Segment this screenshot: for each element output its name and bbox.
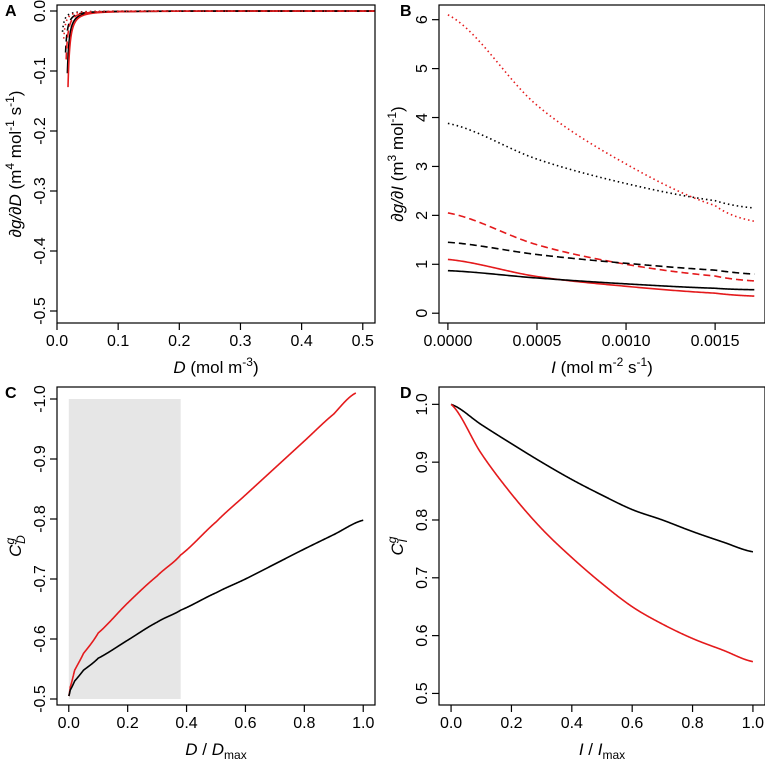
x-tick-label: 0.6 bbox=[234, 715, 256, 732]
series-A-solid-red bbox=[67, 10, 375, 88]
x-tick-label: 0.4 bbox=[175, 715, 197, 732]
plot-frame-A bbox=[56, 4, 376, 324]
x-tick-label: 0.0015 bbox=[691, 333, 740, 350]
y-tick-label: 6 bbox=[414, 15, 431, 24]
y-tick-label: 4 bbox=[414, 113, 431, 122]
y-tick-label: 0.7 bbox=[414, 567, 431, 589]
panel-A: A 0.0 0.1 0.2 0.3 0.4 0.5 0.0 -0.1 -0.2 -0.3 -0.4 -0… bbox=[3, 0, 376, 377]
x-tick-label: 1.0 bbox=[352, 715, 374, 732]
x-tick-label: 0.0005 bbox=[513, 333, 562, 350]
x-tick-label: 0.0010 bbox=[602, 333, 651, 350]
x-axis-label: D (mol m-3) bbox=[173, 355, 258, 377]
panel-label-D: D bbox=[400, 385, 412, 402]
panel-label-A: A bbox=[5, 3, 17, 20]
y-tick-label: -0.7 bbox=[32, 565, 49, 593]
y-tick-label: 0.6 bbox=[414, 624, 431, 646]
y-tick-label: -0.9 bbox=[32, 445, 49, 473]
series-B-dashed-black bbox=[447, 241, 755, 275]
x-axis-label: I (mol m-2 s-1) bbox=[551, 355, 653, 377]
y-tick-label: 0.9 bbox=[414, 451, 431, 473]
series-B-solid-black bbox=[447, 269, 755, 291]
y-tick-label: -0.8 bbox=[32, 505, 49, 533]
series-A-dashed-black bbox=[64, 10, 375, 53]
y-tick-label: 1 bbox=[414, 260, 431, 269]
y-tick-label: 0 bbox=[414, 309, 431, 318]
series-B-dotted-black bbox=[447, 122, 755, 209]
plot-frame-C bbox=[56, 386, 376, 706]
series-D-red bbox=[450, 403, 754, 663]
y-tick-label: -0.5 bbox=[32, 685, 49, 713]
x-tick-label: 0.0 bbox=[58, 715, 80, 732]
x-tick-label: 0.8 bbox=[681, 715, 703, 732]
y-tick-label: 5 bbox=[414, 64, 431, 73]
panel-C: C 0.0 0.2 0.4 0.6 0.8 1.0 -0.5 -0.6 -0.7 -0.8 -0.9 -… bbox=[3, 385, 376, 762]
y-tick-label: -0.1 bbox=[32, 57, 49, 85]
series-B-dashed-red bbox=[447, 212, 755, 282]
x-tick-label: 0.2 bbox=[500, 715, 522, 732]
x-tick-label: 0.4 bbox=[561, 715, 583, 732]
y-tick-label: 0.8 bbox=[414, 509, 431, 531]
y-tick-label: 3 bbox=[414, 162, 431, 171]
series-B-dotted-red bbox=[447, 14, 755, 223]
y-axis-label: CgI bbox=[385, 536, 410, 555]
x-axis-label: D / Dmax bbox=[185, 740, 246, 762]
panel-label-C: C bbox=[5, 385, 17, 402]
series-A-dotted-black bbox=[61, 10, 375, 33]
y-tick-label: 2 bbox=[414, 211, 431, 220]
y-tick-label: -0.3 bbox=[32, 177, 49, 205]
x-tick-label: 0.2 bbox=[168, 333, 190, 350]
x-tick-label: 1.0 bbox=[742, 715, 764, 732]
series-A-dashed-red bbox=[65, 10, 375, 60]
x-tick-label: 0.6 bbox=[621, 715, 643, 732]
panel-D: D 0.0 0.2 0.4 0.6 0.8 1.0 0.5 0.6 0.7 0.8 0.9 1.0 I /… bbox=[385, 385, 765, 762]
series-B-solid-red bbox=[447, 258, 755, 297]
y-tick-label: -0.4 bbox=[32, 237, 49, 265]
y-axis-label: ∂g/∂D (m4 mol-1 s-1) bbox=[3, 91, 25, 238]
x-tick-label: 0.0 bbox=[440, 715, 462, 732]
x-tick-label: 0.3 bbox=[229, 333, 251, 350]
panel-label-B: B bbox=[400, 3, 412, 20]
y-tick-label: 0.0 bbox=[32, 0, 49, 22]
y-tick-label: 0.5 bbox=[414, 682, 431, 704]
y-axis-label: ∂g/∂I (m3 mol-1) bbox=[385, 106, 407, 221]
y-tick-label: -0.2 bbox=[32, 117, 49, 145]
shaded-region bbox=[68, 399, 181, 699]
plot-frame-D bbox=[438, 386, 765, 706]
panel-B: B 0.0000 0.0005 0.0010 0.0015 0 1 2 3 4 5 6 I (mol m… bbox=[385, 3, 765, 377]
series-C-red bbox=[68, 392, 357, 697]
plot-frame-B bbox=[438, 4, 765, 324]
x-tick-label: 0.8 bbox=[293, 715, 315, 732]
x-tick-label: 0.0000 bbox=[423, 333, 472, 350]
x-tick-label: 0.1 bbox=[107, 333, 129, 350]
x-axis-label: I / Imax bbox=[579, 740, 625, 762]
y-tick-label: -0.5 bbox=[32, 297, 49, 325]
x-tick-label: 0.5 bbox=[352, 333, 374, 350]
series-A-solid-black bbox=[66, 10, 375, 74]
y-tick-label: -0.6 bbox=[32, 625, 49, 653]
x-tick-label: 0.0 bbox=[46, 333, 68, 350]
series-A-dotted-red bbox=[62, 10, 375, 39]
y-tick-label: -1.0 bbox=[32, 385, 49, 413]
x-tick-label: 0.2 bbox=[117, 715, 139, 732]
series-C-black bbox=[68, 519, 364, 697]
x-tick-label: 0.4 bbox=[290, 333, 312, 350]
y-tick-label: 1.0 bbox=[414, 393, 431, 415]
y-axis-label: CgD bbox=[3, 535, 28, 557]
series-D-black bbox=[450, 403, 754, 553]
